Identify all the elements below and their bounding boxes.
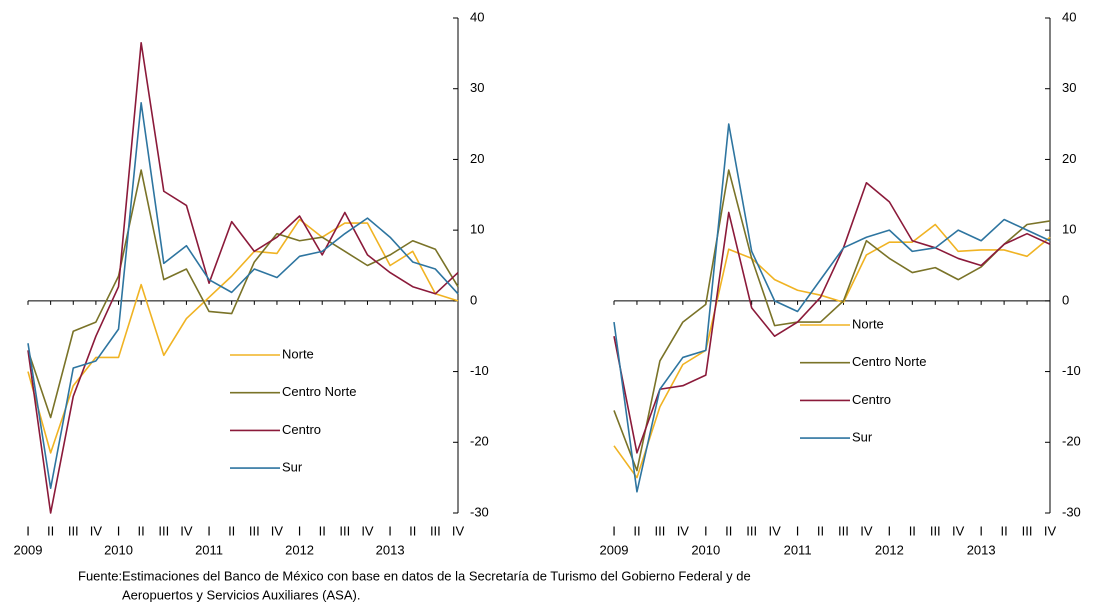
y-tick-label: 20 <box>1062 151 1076 166</box>
x-tick-label: IV <box>180 523 193 538</box>
y-tick-label: 10 <box>1062 222 1076 237</box>
x-tick-label: II <box>228 523 235 538</box>
series-line <box>613 169 1051 472</box>
y-tick-label: 0 <box>1062 292 1069 307</box>
y-tick-label: 40 <box>1062 9 1076 24</box>
x-tick-label: I <box>612 523 616 538</box>
series-line <box>27 218 459 454</box>
x-tick-label: II <box>409 523 416 538</box>
source-text: Aeropuertos y Servicios Auxiliares (ASA)… <box>122 587 360 602</box>
x-tick-label: IV <box>90 523 103 538</box>
x-tick-label: IV <box>768 523 781 538</box>
series-line <box>27 102 459 490</box>
x-tick-label: I <box>888 523 892 538</box>
y-tick-label: -30 <box>470 504 489 519</box>
x-tick-label: III <box>1022 523 1033 538</box>
x-tick-label: IV <box>860 523 873 538</box>
x-tick-label: IV <box>677 523 690 538</box>
x-tick-label: III <box>430 523 441 538</box>
y-tick-label: -10 <box>470 363 489 378</box>
year-label: 2010 <box>691 542 720 557</box>
y-tick-label: 30 <box>1062 80 1076 95</box>
x-tick-label: I <box>979 523 983 538</box>
year-label: 2013 <box>376 542 405 557</box>
year-label: 2009 <box>14 542 43 557</box>
source-label: Fuente: <box>78 568 122 583</box>
legend-label: Norte <box>282 346 314 361</box>
year-label: 2009 <box>600 542 629 557</box>
x-tick-label: I <box>704 523 708 538</box>
year-label: 2012 <box>875 542 904 557</box>
x-tick-label: III <box>249 523 260 538</box>
x-tick-label: II <box>138 523 145 538</box>
year-label: 2010 <box>104 542 133 557</box>
x-tick-label: II <box>633 523 640 538</box>
x-tick-label: I <box>26 523 30 538</box>
x-tick-label: III <box>838 523 849 538</box>
x-tick-label: II <box>47 523 54 538</box>
x-tick-label: IV <box>271 523 284 538</box>
x-tick-label: III <box>746 523 757 538</box>
y-tick-label: -20 <box>470 434 489 449</box>
y-tick-label: -30 <box>1062 504 1081 519</box>
x-tick-label: IV <box>452 523 465 538</box>
legend-label: Sur <box>852 430 873 445</box>
x-tick-label: I <box>388 523 392 538</box>
legend-label: Centro Norte <box>282 384 356 399</box>
x-tick-label: III <box>930 523 941 538</box>
year-label: 2012 <box>285 542 314 557</box>
y-tick-label: 10 <box>470 222 484 237</box>
x-tick-label: IV <box>952 523 965 538</box>
y-tick-label: -20 <box>1062 434 1081 449</box>
series-line <box>613 223 1051 479</box>
y-tick-label: 20 <box>470 151 484 166</box>
x-tick-label: III <box>158 523 169 538</box>
y-tick-label: -10 <box>1062 363 1081 378</box>
x-tick-label: II <box>725 523 732 538</box>
legend-label: Centro Norte <box>852 354 926 369</box>
x-tick-label: III <box>654 523 665 538</box>
year-label: 2011 <box>195 542 223 557</box>
x-tick-label: IV <box>361 523 374 538</box>
legend-label: Centro <box>282 422 321 437</box>
y-tick-label: 30 <box>470 80 484 95</box>
y-tick-label: 40 <box>470 9 484 24</box>
series-line <box>613 123 1051 493</box>
source-text: Estimaciones del Banco de México con bas… <box>122 568 751 583</box>
series-line <box>613 181 1051 454</box>
x-tick-label: II <box>817 523 824 538</box>
x-tick-label: I <box>796 523 800 538</box>
x-tick-label: III <box>68 523 79 538</box>
year-label: 2013 <box>967 542 996 557</box>
x-tick-label: II <box>909 523 916 538</box>
y-tick-label: 0 <box>470 292 477 307</box>
legend-label: Sur <box>282 460 303 475</box>
year-label: 2011 <box>784 542 812 557</box>
x-tick-label: I <box>298 523 302 538</box>
x-tick-label: III <box>339 523 350 538</box>
x-tick-label: II <box>1000 523 1007 538</box>
legend-label: Centro <box>852 392 891 407</box>
x-tick-label: I <box>117 523 121 538</box>
series-line <box>27 41 459 514</box>
x-tick-label: IV <box>1044 523 1057 538</box>
x-tick-label: I <box>207 523 211 538</box>
legend-label: Norte <box>852 316 884 331</box>
series-line <box>27 169 459 419</box>
x-tick-label: II <box>319 523 326 538</box>
